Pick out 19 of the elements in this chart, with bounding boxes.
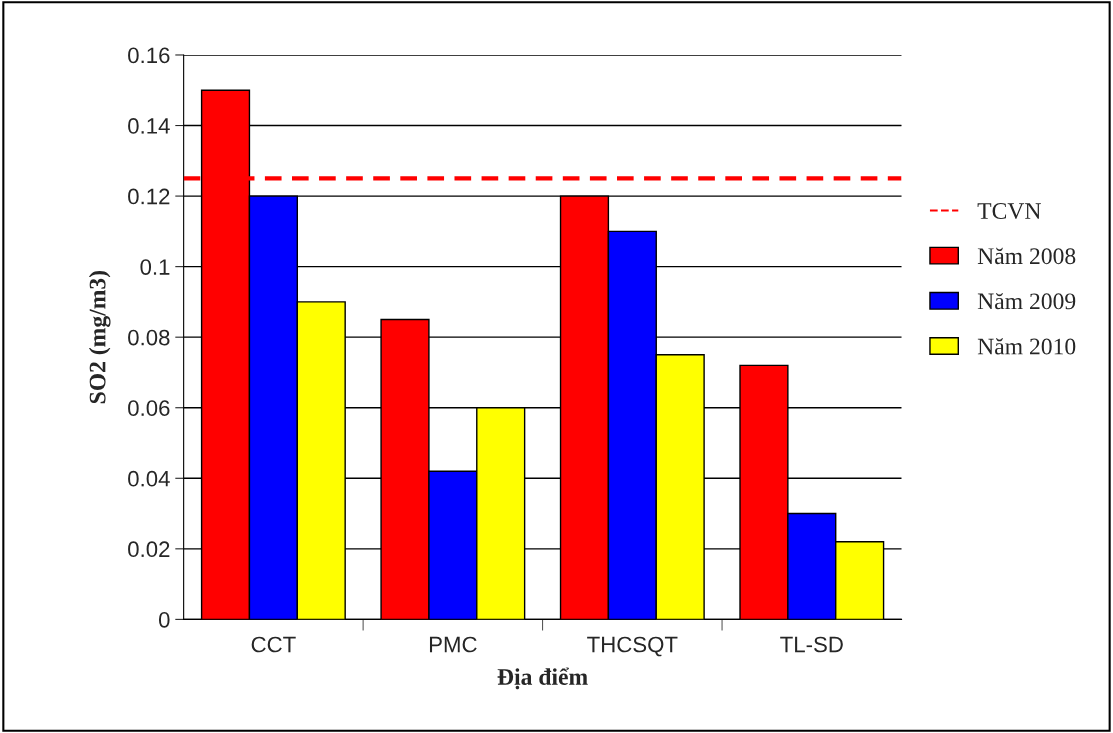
x-tick-label: TL-SD: [780, 636, 843, 653]
legend-label: Năm 2010: [977, 338, 1076, 355]
legend-label: Năm 2008: [977, 247, 1076, 265]
y-tick-label: 0.1: [140, 259, 170, 275]
x-tick-label: PMC: [429, 636, 477, 653]
y-tick-label: 0.06: [128, 400, 170, 416]
x-tick-label: CCT: [251, 636, 296, 653]
legend-label: Năm 2009: [977, 292, 1076, 310]
y-tick-label: 0.16: [128, 47, 170, 64]
x-tick-label: THCSQT: [587, 636, 678, 657]
legend-label: TCVN: [977, 203, 1041, 220]
x-axis-title: Địa điểm: [497, 667, 588, 690]
y-tick-label: 0.02: [128, 541, 170, 558]
y-tick-label: 0.14: [128, 118, 170, 134]
y-tick-label: 0.04: [128, 470, 170, 487]
y-tick-label: 0: [158, 611, 170, 628]
y-tick-label: 0.08: [128, 329, 170, 346]
y-axis-title: SO2 (mg/m3): [88, 271, 111, 404]
y-tick-label: 0.12: [128, 188, 170, 205]
